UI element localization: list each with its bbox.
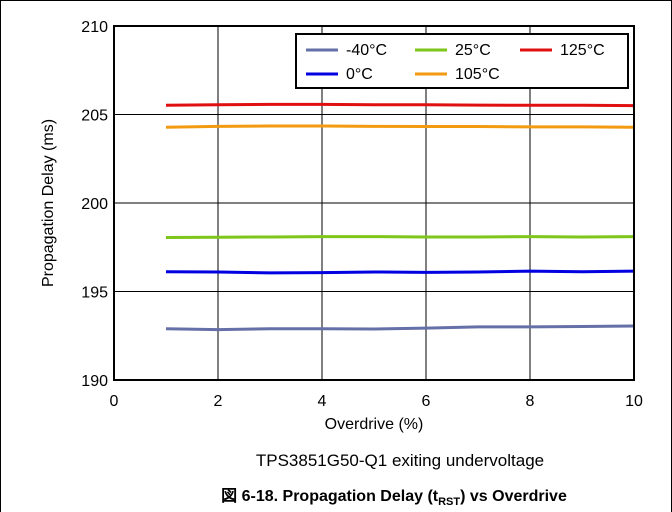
x-tick-label: 8: [526, 393, 535, 410]
y-axis-label: Propagation Delay (ms): [40, 119, 57, 287]
x-tick-label: 10: [625, 393, 643, 410]
x-axis-label: Overdrive (%): [325, 416, 424, 433]
y-tick-label: 190: [81, 373, 108, 390]
y-tick-labels: 190 195 200 205 210: [81, 19, 108, 390]
chart-subtitle: TPS3851G50-Q1 exiting undervoltage: [256, 451, 544, 470]
x-tick-labels: 0 2 4 6 8 10: [110, 393, 643, 410]
series-line-1: [165, 269, 635, 275]
x-tick-label: 2: [214, 393, 223, 410]
legend-label: -40°C: [346, 42, 387, 59]
legend-label: 125°C: [560, 42, 605, 59]
series-line-2: [165, 235, 635, 239]
legend-box: [295, 33, 629, 89]
y-tick-label: 195: [81, 285, 108, 302]
x-tick-label: 4: [318, 393, 327, 410]
legend-label: 25°C: [455, 42, 491, 59]
series-line-4: [165, 102, 635, 108]
caption-suffix: ) vs Overdrive: [460, 488, 567, 505]
x-tick-label: 0: [110, 393, 119, 410]
figure-caption: 図 6-18. Propagation Delay (tRST) vs Over…: [221, 487, 567, 508]
y-tick-label: 210: [81, 19, 108, 36]
legend-label: 105°C: [455, 66, 500, 83]
series-line-0: [165, 324, 635, 332]
series-lines: [165, 102, 635, 332]
caption-subscript: RST: [438, 496, 460, 508]
legend: -40°C 25°C 125°C 0°C 105°C: [295, 33, 629, 89]
legend-label: 0°C: [346, 66, 373, 83]
caption-prefix: 図 6-18. Propagation Delay (t: [221, 487, 439, 505]
y-tick-label: 205: [81, 108, 108, 125]
y-tick-label: 200: [81, 196, 108, 213]
series-line-3: [165, 124, 635, 129]
plot-area-border: [113, 25, 635, 381]
x-tick-label: 6: [422, 393, 431, 410]
